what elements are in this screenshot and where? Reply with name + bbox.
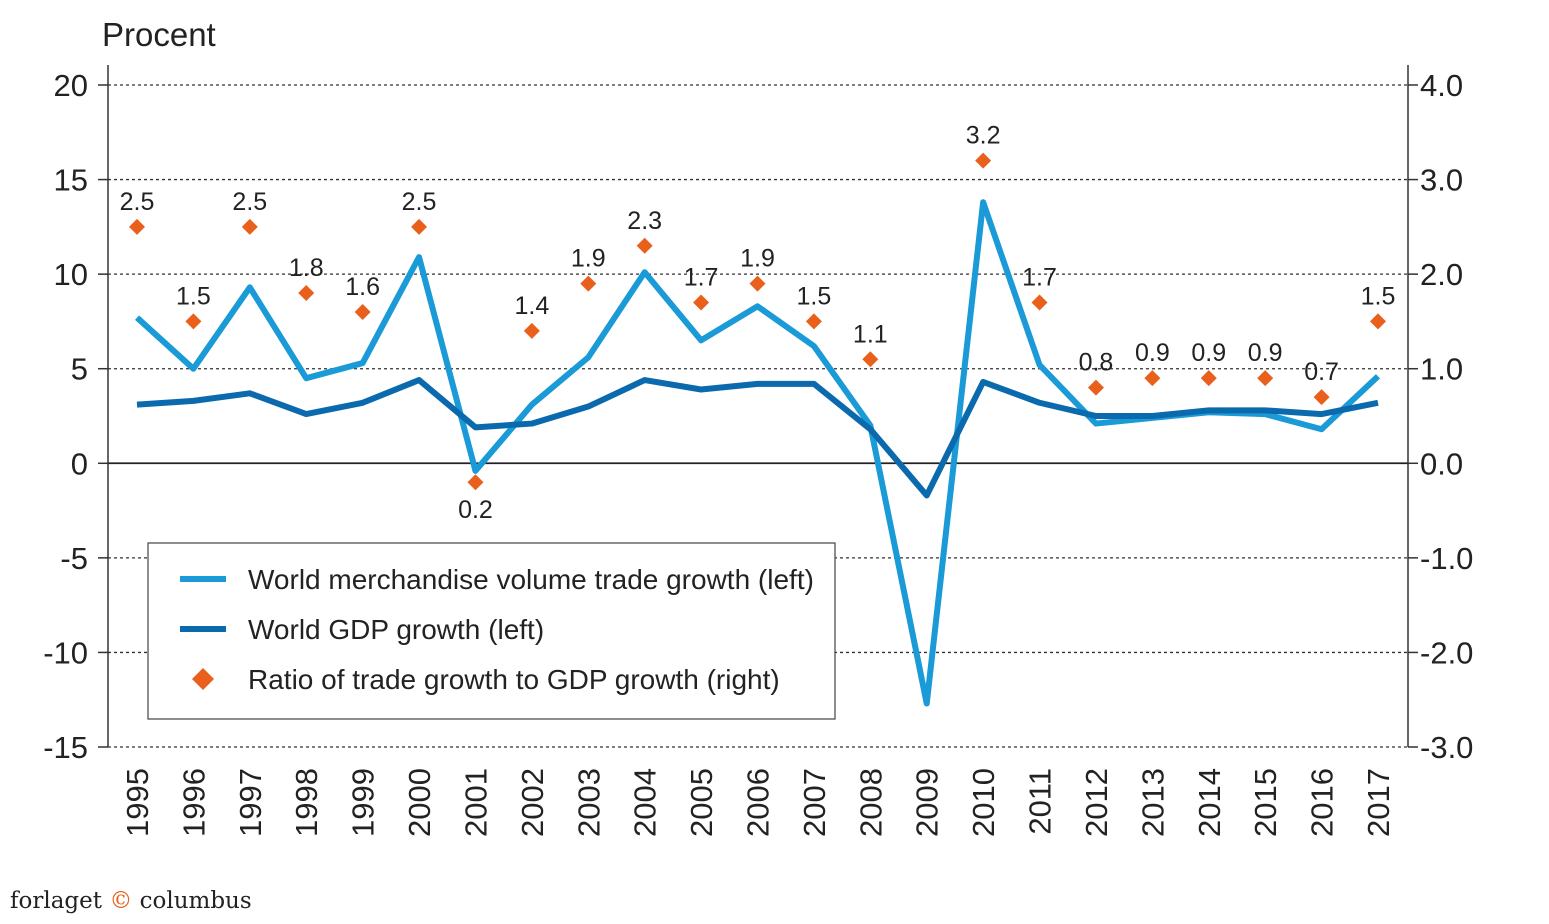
data-label: 0.9 bbox=[1191, 339, 1226, 367]
data-label: 1.9 bbox=[571, 245, 606, 273]
x-tick-label: 2007 bbox=[797, 768, 832, 837]
right-tick-label: 3.0 bbox=[1420, 163, 1463, 198]
data-label: 1.1 bbox=[853, 320, 888, 348]
x-tick-label: 1995 bbox=[120, 768, 155, 837]
right-tick-label: -1.0 bbox=[1420, 541, 1473, 576]
data-label: 2.5 bbox=[402, 188, 437, 216]
legend-label: World GDP growth (left) bbox=[248, 614, 544, 645]
data-label: 1.5 bbox=[176, 282, 211, 310]
legend-label: Ratio of trade growth to GDP growth (rig… bbox=[248, 664, 780, 695]
x-tick-label: 2006 bbox=[741, 768, 776, 837]
left-tick-label: 10 bbox=[54, 257, 88, 292]
ratio-marker bbox=[129, 218, 145, 235]
ratio-marker bbox=[580, 275, 597, 292]
ratio-marker bbox=[1370, 313, 1386, 330]
ratio-marker bbox=[1257, 370, 1274, 387]
x-tick-label: 2016 bbox=[1305, 768, 1340, 837]
data-label: 0.9 bbox=[1135, 339, 1170, 367]
ratio-marker bbox=[1144, 370, 1161, 387]
ratio-marker bbox=[467, 474, 484, 491]
legend-swatch bbox=[192, 668, 214, 690]
x-tick-label: 2017 bbox=[1361, 768, 1396, 837]
data-label: 2.5 bbox=[120, 188, 155, 216]
x-tick-label: 2014 bbox=[1192, 768, 1227, 837]
x-tick-label: 1996 bbox=[176, 768, 211, 837]
ratio-marker bbox=[241, 218, 258, 235]
data-label: 1.7 bbox=[684, 264, 719, 292]
ratio-marker bbox=[523, 322, 540, 339]
x-tick-label: 2004 bbox=[628, 768, 663, 837]
x-tick-label: 2012 bbox=[1079, 768, 1114, 837]
ratio-marker bbox=[749, 275, 766, 292]
ratio-marker bbox=[693, 294, 710, 311]
ratio-marker bbox=[1087, 379, 1104, 396]
x-tick-label: 2013 bbox=[1135, 768, 1170, 837]
ratio-marker bbox=[975, 152, 992, 169]
series-line bbox=[136, 377, 1379, 499]
left-tick-label: -5 bbox=[60, 541, 88, 576]
data-label: 1.6 bbox=[345, 273, 380, 301]
right-tick-label: 2.0 bbox=[1420, 257, 1463, 292]
left-tick-label: 20 bbox=[54, 68, 88, 103]
logo-text-left: forlaget bbox=[10, 888, 102, 914]
data-label: 0.9 bbox=[1248, 339, 1283, 367]
right-tick-label: 0.0 bbox=[1420, 446, 1463, 481]
data-label: 0.7 bbox=[1304, 358, 1339, 386]
x-tick-label: 1999 bbox=[346, 768, 381, 837]
ratio-marker bbox=[411, 218, 428, 235]
left-tick-label: -15 bbox=[43, 730, 88, 765]
right-tick-label: -2.0 bbox=[1420, 635, 1473, 670]
legend-label: World merchandise volume trade growth (l… bbox=[248, 564, 814, 595]
data-label: 3.2 bbox=[966, 122, 1001, 150]
left-tick-label: 15 bbox=[54, 163, 88, 198]
data-label: 0.8 bbox=[1079, 349, 1114, 377]
right-tick-label: 1.0 bbox=[1420, 352, 1463, 387]
x-tick-label: 2002 bbox=[515, 768, 550, 837]
ratio-marker bbox=[185, 313, 202, 330]
x-tick-label: 2005 bbox=[684, 768, 719, 837]
x-tick-label: 2003 bbox=[571, 768, 606, 837]
x-tick-label: 2011 bbox=[1023, 768, 1058, 835]
ratio-marker bbox=[354, 303, 371, 320]
ratio-marker bbox=[636, 237, 653, 254]
ratio-marker bbox=[1200, 370, 1217, 387]
data-label: 1.5 bbox=[1361, 282, 1396, 310]
ratio-marker bbox=[298, 285, 315, 302]
x-tick-label: 2001 bbox=[458, 768, 493, 837]
x-tick-label: 2008 bbox=[853, 768, 888, 837]
publisher-logo: forlaget © columbus bbox=[10, 888, 252, 914]
right-tick-label: -3.0 bbox=[1420, 730, 1473, 765]
ratio-marker bbox=[1031, 294, 1048, 311]
data-label: 1.5 bbox=[797, 282, 832, 310]
legend-box bbox=[147, 542, 836, 720]
left-tick-label: 0 bbox=[71, 446, 88, 481]
ratio-marker bbox=[1313, 389, 1330, 406]
x-tick-label: 2015 bbox=[1248, 768, 1283, 837]
data-label: 1.7 bbox=[1022, 264, 1057, 292]
left-tick-label: 5 bbox=[71, 352, 88, 387]
data-label: 0.2 bbox=[458, 496, 493, 524]
left-tick-label: -10 bbox=[43, 635, 88, 670]
data-label: 1.9 bbox=[740, 245, 775, 273]
data-label: 1.4 bbox=[514, 292, 549, 320]
x-tick-label: 2009 bbox=[910, 768, 945, 837]
right-tick-label: 4.0 bbox=[1420, 68, 1463, 103]
x-tick-label: 1998 bbox=[289, 768, 324, 837]
x-tick-label: 2010 bbox=[966, 768, 1001, 837]
y-axis-title: Procent bbox=[102, 16, 216, 53]
copyright-icon: © bbox=[109, 888, 133, 914]
x-tick-label: 2000 bbox=[402, 768, 437, 837]
data-label: 2.3 bbox=[627, 207, 662, 235]
data-label: 2.5 bbox=[232, 188, 267, 216]
ratio-marker bbox=[805, 313, 822, 330]
logo-text-right: columbus bbox=[139, 888, 252, 914]
x-tick-label: 1997 bbox=[233, 768, 268, 837]
data-label: 1.8 bbox=[289, 254, 324, 282]
ratio-marker bbox=[862, 351, 879, 368]
